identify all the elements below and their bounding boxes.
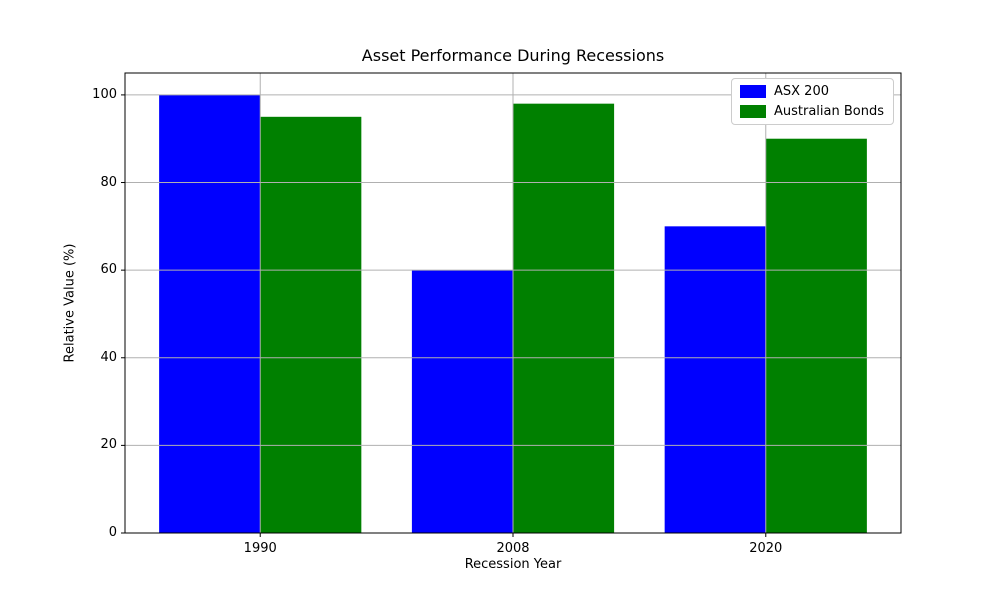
bar-asx-200-1990 [159, 94, 261, 534]
y-tick-label: 0 [108, 525, 117, 540]
bar-australian-bonds-1990 [260, 116, 362, 534]
chart-title: Asset Performance During Recessions [361, 46, 665, 65]
legend-label-asx-200: ASX 200 [773, 84, 829, 99]
y-tick-label: 100 [92, 86, 117, 102]
bar-australian-bonds-2008 [513, 103, 615, 534]
y-tick-label: 60 [100, 262, 117, 278]
y-axis-label: Relative Value (%) [62, 243, 78, 363]
y-tick-label: 80 [100, 174, 117, 190]
legend-item-asx-200: ASX 200 [739, 84, 884, 99]
y-tick-label: 20 [100, 437, 117, 453]
legend-swatch-asx-200 [739, 85, 766, 98]
legend-item-australian-bonds: Australian Bonds [739, 104, 884, 119]
bar-australian-bonds-2020 [765, 138, 867, 533]
x-tick-label: 2020 [749, 541, 783, 556]
bar-asx-200-2008 [411, 270, 513, 533]
y-tick-label: 40 [100, 349, 117, 365]
x-tick-label: 2008 [496, 541, 530, 556]
x-axis-label: Recession Year [464, 557, 562, 572]
x-tick-label: 1990 [243, 541, 277, 556]
legend-swatch-australian-bonds [739, 105, 766, 118]
legend-label-australian-bonds: Australian Bonds [773, 104, 884, 119]
bar-asx-200-2020 [664, 226, 766, 534]
legend: ASX 200 Australian Bonds [730, 78, 894, 125]
